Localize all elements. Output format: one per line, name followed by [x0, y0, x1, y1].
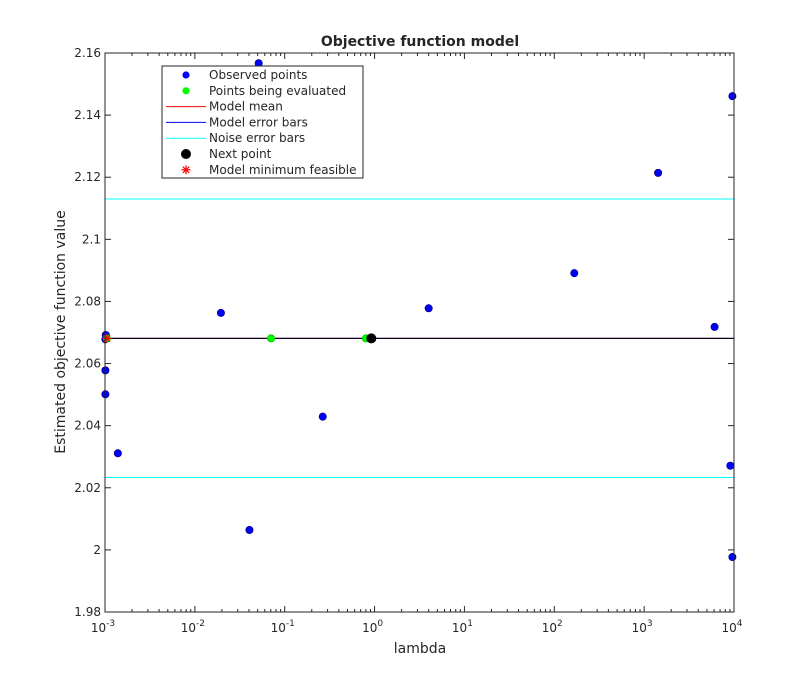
observed-point — [654, 168, 663, 177]
x-tick-label: 104 — [721, 619, 742, 635]
observed-point — [216, 308, 225, 317]
legend: Observed points Points being evaluated Mod… — [161, 65, 364, 179]
x-tick-label: 10-2 — [181, 619, 205, 635]
observed-point — [245, 526, 254, 535]
legend-label: Model error bars — [209, 115, 308, 129]
x-axis-label: lambda — [394, 641, 446, 657]
x-tick-label: 103 — [632, 619, 653, 635]
model-lines — [105, 198, 734, 479]
next-point — [366, 333, 377, 344]
legend-marker — [182, 71, 190, 79]
observed-point — [728, 92, 737, 101]
y-tick-label: 2 — [93, 543, 101, 557]
y-tick-label: 1.98 — [74, 605, 101, 619]
x-tick-label: 100 — [362, 619, 383, 635]
observed-point — [570, 269, 579, 278]
legend-label: Model mean — [209, 100, 283, 114]
observed-point — [424, 304, 433, 313]
legend-label: Observed points — [209, 68, 307, 82]
y-tick-label: 2.02 — [74, 481, 101, 495]
y-tick-label: 2.04 — [74, 419, 101, 433]
legend-label: Model minimum feasible — [209, 163, 357, 177]
y-tick-label: 2.06 — [74, 357, 101, 371]
observed-point — [726, 461, 735, 470]
y-tick-label: 2.08 — [74, 294, 101, 308]
x-tick-label: 102 — [542, 619, 563, 635]
y-tick-label: 2.14 — [74, 108, 101, 122]
y-tick-label: 2.12 — [74, 170, 101, 184]
x-tick-label: 101 — [452, 619, 473, 635]
x-tick-label: 10-3 — [91, 619, 115, 635]
observed-point — [318, 412, 327, 421]
observed-point — [710, 322, 719, 331]
axes: 1.98 2 2.02 2.04 2.06 2.08 2.1 2.12 2.14 2.16 10-3… — [74, 46, 742, 635]
legend-marker — [182, 87, 190, 95]
chart-title: Objective function model — [321, 34, 519, 50]
x-tick-label: 10-1 — [271, 619, 295, 635]
legend-marker — [181, 149, 191, 159]
observed-point — [728, 553, 737, 562]
legend-label: Noise error bars — [209, 131, 305, 145]
legend-marker — [181, 165, 191, 175]
y-axis-label: Estimated objective function value — [53, 210, 69, 453]
y-tick-label: 2.16 — [74, 46, 101, 60]
evaluated-point — [267, 334, 276, 343]
y-tick-label: 2.1 — [82, 232, 101, 246]
legend-label: Next point — [209, 147, 272, 161]
axes-box — [104, 52, 735, 613]
legend-label: Points being evaluated — [209, 84, 346, 98]
observed-point — [113, 449, 122, 458]
